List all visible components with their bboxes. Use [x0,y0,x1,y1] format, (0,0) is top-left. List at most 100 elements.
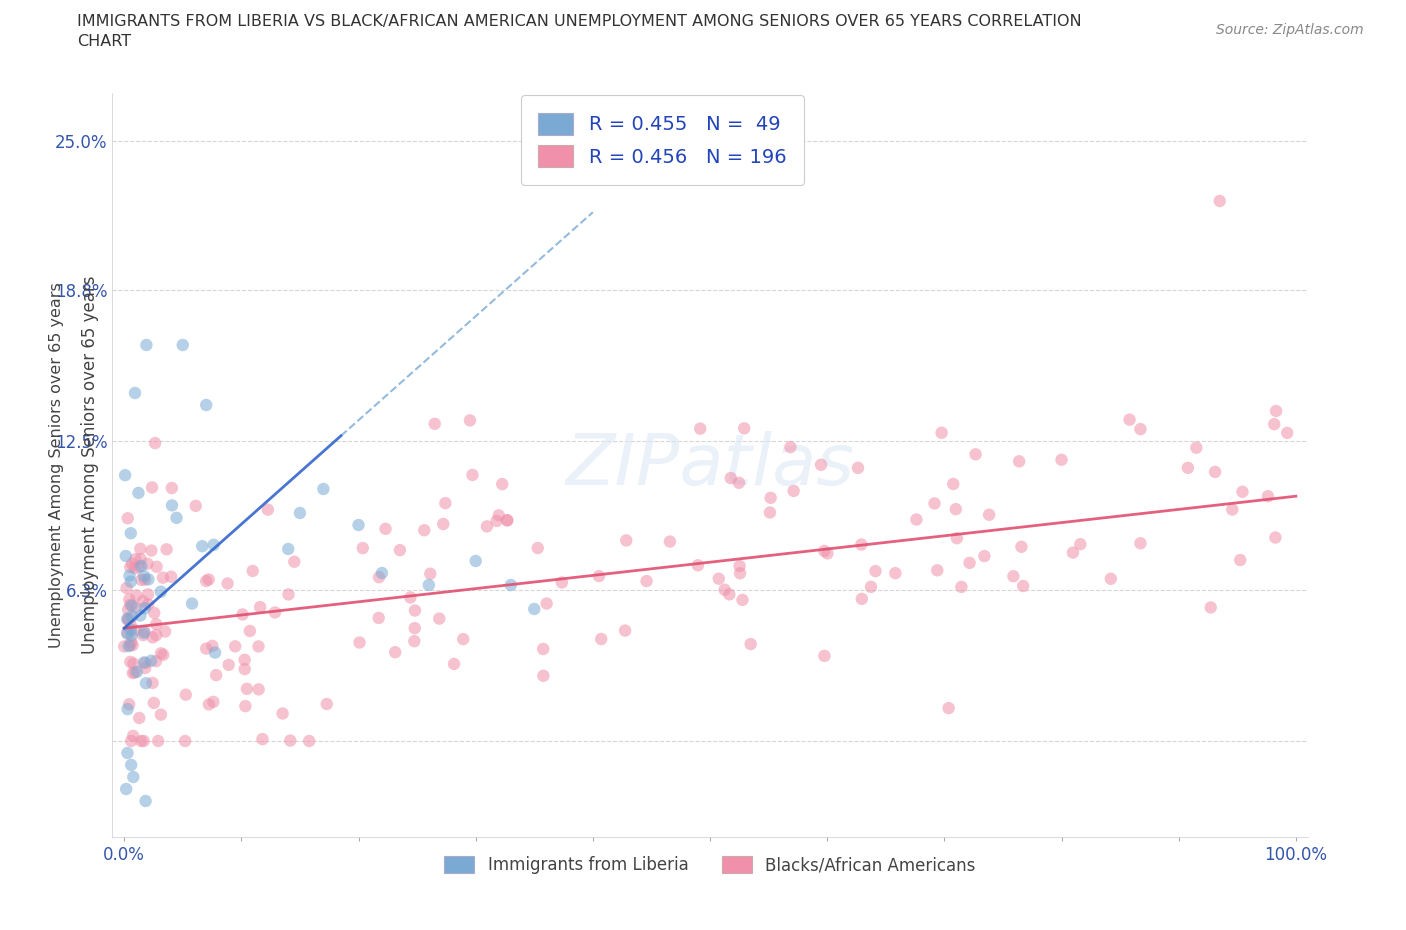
Point [120,635,142,650]
Point [945,502,967,517]
Point [551,575,574,590]
Point [257,502,280,517]
Point [145,559,167,574]
Point [458,413,481,428]
Point [315,697,337,711]
Point [427,611,450,626]
Point [707,571,730,586]
Point [1204,464,1226,479]
Point [950,579,973,594]
Point [728,559,751,574]
Point [129,734,152,749]
Point [138,572,160,587]
Point [434,496,457,511]
Point [740,637,762,652]
Point [865,564,887,578]
Point [174,734,197,749]
Point [924,496,946,511]
Point [121,609,143,624]
Point [136,556,159,571]
Point [153,624,176,639]
Point [1199,600,1222,615]
Point [523,602,546,617]
Point [117,602,139,617]
Point [117,746,139,761]
Point [1069,537,1091,551]
Point [128,711,150,725]
Point [942,476,965,491]
Point [288,506,311,521]
Point [134,656,156,671]
Point [166,511,188,525]
Point [938,700,960,715]
Point [1185,440,1208,455]
Point [134,572,156,587]
Point [195,574,218,589]
Point [181,596,204,611]
Point [129,541,152,556]
Point [851,591,873,606]
Point [249,600,271,615]
Point [1012,578,1035,593]
Point [124,665,146,680]
Point [124,551,146,566]
Point [374,522,396,537]
Point [172,338,194,352]
Text: Unemployment Among Seniors over 65 years: Unemployment Among Seniors over 65 years [49,282,63,648]
Point [636,574,658,589]
Point [195,641,218,656]
Point [846,460,869,475]
Point [120,618,142,633]
Point [131,573,153,588]
Point [132,734,155,749]
Point [224,639,246,654]
Point [927,563,949,578]
Point [122,769,145,784]
Point [1010,539,1032,554]
Point [461,468,484,483]
Point [115,580,138,595]
Point [312,482,335,497]
Point [536,596,558,611]
Point [117,613,139,628]
Point [205,668,228,683]
Point [614,623,637,638]
Point [443,657,465,671]
Point [1099,571,1122,586]
Point [419,566,441,581]
Point [117,611,139,626]
Point [283,554,305,569]
Point [120,574,142,589]
Point [204,645,226,660]
Point [499,578,522,592]
Point [1002,569,1025,584]
Point [488,508,510,523]
Point [1050,452,1073,467]
Point [1129,536,1152,551]
Point [731,592,754,607]
Point [152,570,174,585]
Point [1264,530,1286,545]
Point [531,642,554,657]
Point [160,569,183,584]
Legend: Immigrants from Liberia, Blacks/African Americans: Immigrants from Liberia, Blacks/African … [437,849,983,881]
Point [142,675,165,690]
Text: CHART: CHART [77,34,131,49]
Point [141,480,163,495]
Point [121,628,143,643]
Point [117,626,139,641]
Point [485,513,508,528]
Point [132,655,155,670]
Point [277,541,299,556]
Point [117,511,139,525]
Point [120,655,142,670]
Point [946,531,969,546]
Point [125,588,148,603]
Point [658,534,681,549]
Point [217,576,239,591]
Point [121,598,143,613]
Point [125,664,148,679]
Point [150,645,173,660]
Point [235,698,257,713]
Point [142,696,165,711]
